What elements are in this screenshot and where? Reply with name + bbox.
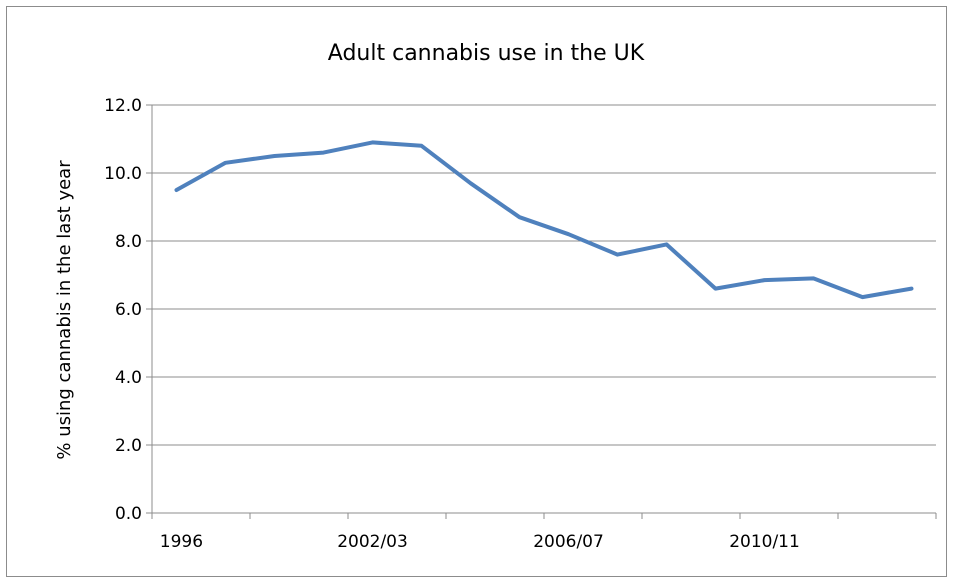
y-tick-label-2: 4.0 — [115, 368, 142, 388]
y-tick-label-6: 12.0 — [104, 96, 142, 116]
x-tick-labels: 1996 2002/03 2006/07 2010/11 — [160, 532, 800, 552]
x-tick-label-1: 2002/03 — [337, 532, 408, 552]
series-lines — [174, 140, 914, 300]
chart-title: Adult cannabis use in the UK — [328, 41, 645, 66]
y-tick-label-4: 8.0 — [115, 232, 142, 252]
y-tick-label-3: 6.0 — [115, 300, 142, 320]
gridlines — [152, 104, 936, 446]
x-tick-label-2: 2006/07 — [533, 532, 604, 552]
chart-frame — [6, 6, 947, 577]
y-axis-label: % using cannabis in the last year — [54, 160, 75, 460]
x-tick-label-0: 1996 — [160, 532, 203, 552]
y-tick-label-1: 2.0 — [115, 436, 142, 456]
series-line-0 — [174, 140, 914, 300]
x-tick-label-3: 2010/11 — [729, 532, 800, 552]
axes — [146, 104, 937, 519]
y-tick-label-0: 0.0 — [115, 504, 142, 524]
y-tick-labels: 0.0 2.0 4.0 6.0 8.0 10.0 12.0 — [104, 96, 142, 524]
y-tick-label-5: 10.0 — [104, 164, 142, 184]
